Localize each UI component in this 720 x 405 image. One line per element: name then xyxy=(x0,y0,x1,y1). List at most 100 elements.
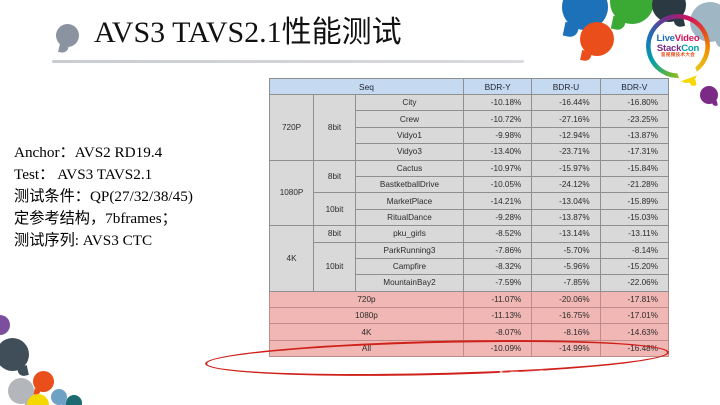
info-line-conditions: 测试条件：QP(27/32/38/45) xyxy=(14,187,193,205)
cell-bdr-v: -23.25% xyxy=(599,110,670,128)
cell-summary-label: 720p xyxy=(269,290,464,309)
cell-summary-bdr-v: -16.48% xyxy=(599,339,670,358)
cell-summary-bdr-v: -17.81% xyxy=(599,290,670,309)
info-line-sequences: 测试序列: AVS3 CTC xyxy=(14,231,153,249)
cell-bdr-u: -16.44% xyxy=(531,93,601,112)
title-bar: AVS3 TAVS2.1性能测试 xyxy=(52,16,526,63)
table-row: 720P 8bit City -10.18% -16.44% -16.80% xyxy=(268,93,670,161)
summary-row: All -10.09% -14.99% -16.48% xyxy=(269,339,670,358)
cell-bdr-u: -5.96% xyxy=(531,257,601,276)
cell-summary-label: 1080p xyxy=(269,307,464,325)
cell-bdr-u: -23.71% xyxy=(531,143,601,161)
cell-bdr-u: -12.94% xyxy=(531,126,601,145)
table-head: Seq BDR-Y BDR-U BDR-V xyxy=(269,78,670,95)
cell-summary-label: 4K xyxy=(269,323,464,341)
cell-bdr-u: -13.04% xyxy=(531,192,601,210)
results-table-wrapper: Seq BDR-Y BDR-U BDR-V 720P 8bit City -10.18… xyxy=(268,78,670,358)
table-row: 10bit ParkRunning3 -7.86% -5.70% -8.14% xyxy=(270,241,670,292)
cell-sequence: City xyxy=(354,93,464,112)
bdrate-results-table: Seq BDR-Y BDR-U BDR-V 720P 8bit City -10.18… xyxy=(268,78,670,358)
cell-bdr-y: -14.21% xyxy=(462,192,533,210)
header-bdr-y: BDR-Y xyxy=(462,78,533,95)
cell-bdr-y: -7.59% xyxy=(462,274,533,292)
cell-sequence: RitualDance xyxy=(354,208,464,227)
table-row: 10bit MarketPlace -14.21% -13.04% -15.89% xyxy=(270,192,670,227)
table-row: Vidyo1 -9.98% -12.94% -13.87% xyxy=(270,126,670,145)
speech-bubble-decor-0 xyxy=(0,315,10,335)
cell-summary-bdr-v: -17.01% xyxy=(599,307,670,325)
summary-row: 4K -8.07% -8.16% -14.63% xyxy=(269,323,670,341)
cell-bdr-v: -16.80% xyxy=(599,93,670,112)
logo-line1-b: Video xyxy=(674,32,700,44)
cell-bdr-v: -21.28% xyxy=(599,175,670,194)
speech-bubble-decor-6 xyxy=(700,86,718,104)
cell-summary-bdr-y: -8.07% xyxy=(462,323,533,341)
summary-row: 1080p -11.13% -16.75% -17.01% xyxy=(269,307,670,325)
speech-bubble-decor-1 xyxy=(0,338,29,371)
table-body: 720P 8bit City -10.18% -16.44% -16.80% Crew -10… xyxy=(268,93,670,358)
cell-sequence: BastketballDrive xyxy=(354,175,464,194)
cell-bdr-y: -7.86% xyxy=(462,241,533,259)
cell-sequence: Vidyo1 xyxy=(354,126,464,145)
info-line-test: Test： AVS3 TAVS2.1 xyxy=(14,165,153,183)
table-header-row: Seq BDR-Y BDR-U BDR-V xyxy=(269,78,670,95)
cell-resolution: 4K xyxy=(268,225,315,292)
cell-resolution: 1080P xyxy=(268,159,315,227)
speech-bubble-decor-6 xyxy=(66,395,82,405)
cell-bdr-v: -15.89% xyxy=(599,192,670,210)
cell-bdr-v: -17.31% xyxy=(599,143,670,161)
logo-line2-a: Stack xyxy=(656,42,682,54)
speech-bubble-decor-5 xyxy=(51,389,67,405)
logo-line1-a: Live xyxy=(656,32,675,44)
summary-row: 720p -11.07% -20.06% -17.81% xyxy=(269,290,670,309)
cell-summary-bdr-y: -10.09% xyxy=(462,339,533,358)
logo-line2-b: Con xyxy=(681,42,700,54)
cell-bdr-u: -13.14% xyxy=(531,225,601,243)
table-row: BastketballDrive -10.05% -24.12% -21.28% xyxy=(270,175,670,194)
cell-bdr-u: -24.12% xyxy=(531,175,601,194)
cell-bdr-u: -5.70% xyxy=(531,241,601,259)
cell-summary-label: All xyxy=(269,339,464,358)
header-bdr-v: BDR-V xyxy=(599,78,670,95)
page-title: AVS3 TAVS2.1性能测试 xyxy=(94,16,402,49)
cell-bdr-u: -27.16% xyxy=(531,110,601,128)
cell-bitdepth: 8bit xyxy=(313,225,356,243)
table-row: MountainBay2 -7.59% -7.85% -22.06% xyxy=(270,274,670,292)
cell-bdr-v: -15.84% xyxy=(599,159,670,177)
cell-bdr-y: -8.32% xyxy=(462,257,533,276)
test-conditions-block: Anchor：AVS2 RD19.4 Test： AVS3 TAVS2.1 测试… xyxy=(14,142,264,251)
cell-bdr-y: -9.98% xyxy=(462,126,533,145)
logo-subtitle: 音视频技术大会 xyxy=(660,52,696,58)
cell-summary-bdr-v: -14.63% xyxy=(599,323,670,341)
cell-bdr-v: -15.03% xyxy=(599,208,670,227)
cell-bdr-v: -22.06% xyxy=(599,274,670,292)
cell-bdr-y: -9.28% xyxy=(462,208,533,227)
cell-summary-bdr-u: -8.16% xyxy=(531,323,601,341)
cell-sequence: MountainBay2 xyxy=(354,274,464,292)
cell-sequence: Crew xyxy=(354,110,464,128)
cell-bdr-y: -8.52% xyxy=(462,225,533,243)
speech-bubble-icon xyxy=(56,24,79,47)
cell-sequence: pku_girls xyxy=(354,225,464,243)
cell-bdr-v: -13.11% xyxy=(599,225,670,243)
info-line-anchor: Anchor：AVS2 RD19.4 xyxy=(14,144,163,161)
table-row: 1080P 8bit Cactus -10.97% -15.97% -15.84% xyxy=(268,159,670,227)
cell-bdr-y: -10.97% xyxy=(462,159,533,177)
cell-bdr-u: -13.87% xyxy=(531,208,601,227)
cell-sequence: Vidyo3 xyxy=(354,143,464,161)
cell-bdr-u: -15.97% xyxy=(531,159,601,177)
cell-bitdepth: 10bit xyxy=(313,241,356,292)
table-row: 4K 8bit pku_girls -8.52% -13.14% -13.11% xyxy=(268,225,670,292)
logo-text: LiveVideo StackCon 音视频技术大会 xyxy=(646,34,710,58)
cell-sequence: ParkRunning3 xyxy=(354,241,464,259)
table-row: Campfire -8.32% -5.96% -15.20% xyxy=(270,257,670,276)
cell-bitdepth: 8bit xyxy=(313,159,356,194)
cell-summary-bdr-y: -11.13% xyxy=(462,307,533,325)
cell-sequence: Cactus xyxy=(354,159,464,177)
cell-bdr-v: -8.14% xyxy=(599,241,670,259)
cell-bdr-v: -13.87% xyxy=(599,126,670,145)
cell-bdr-y: -10.72% xyxy=(462,110,533,128)
title-divider xyxy=(52,60,524,63)
cell-resolution: 720P xyxy=(268,94,315,161)
